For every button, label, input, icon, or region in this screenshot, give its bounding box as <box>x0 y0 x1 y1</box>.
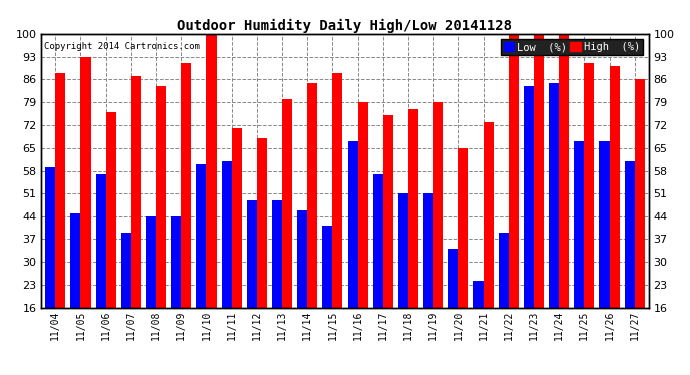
Bar <box>559 34 569 308</box>
Bar <box>45 167 55 308</box>
Bar <box>524 86 534 308</box>
Bar <box>433 102 443 308</box>
Bar <box>247 200 257 308</box>
Bar <box>383 115 393 308</box>
Bar <box>448 249 458 308</box>
Bar <box>423 194 433 308</box>
Legend: Low  (%), High  (%): Low (%), High (%) <box>501 39 643 55</box>
Bar <box>156 86 166 308</box>
Bar <box>348 141 357 308</box>
Text: Copyright 2014 Cartronics.com: Copyright 2014 Cartronics.com <box>44 42 200 51</box>
Bar <box>232 128 241 308</box>
Bar <box>272 200 282 308</box>
Bar <box>146 216 156 308</box>
Bar <box>70 213 81 308</box>
Title: Outdoor Humidity Daily High/Low 20141128: Outdoor Humidity Daily High/Low 20141128 <box>177 18 513 33</box>
Bar <box>171 216 181 308</box>
Bar <box>473 281 484 308</box>
Bar <box>221 161 232 308</box>
Bar <box>55 73 66 308</box>
Bar <box>297 210 307 308</box>
Bar <box>484 122 493 308</box>
Bar <box>121 232 131 308</box>
Bar <box>458 148 469 308</box>
Bar <box>333 73 342 308</box>
Bar <box>600 141 609 308</box>
Bar <box>624 161 635 308</box>
Bar <box>408 109 418 308</box>
Bar <box>282 99 292 308</box>
Bar <box>96 174 106 308</box>
Bar <box>81 57 90 308</box>
Bar <box>357 102 368 308</box>
Bar <box>181 63 191 308</box>
Bar <box>106 112 116 308</box>
Bar <box>509 34 519 308</box>
Bar <box>131 76 141 308</box>
Bar <box>635 80 645 308</box>
Bar <box>534 34 544 308</box>
Bar <box>373 174 383 308</box>
Bar <box>549 82 559 308</box>
Bar <box>322 226 333 308</box>
Bar <box>584 63 594 308</box>
Bar <box>257 138 267 308</box>
Bar <box>307 82 317 308</box>
Bar <box>398 194 408 308</box>
Bar <box>609 66 620 308</box>
Bar <box>574 141 584 308</box>
Bar <box>197 164 206 308</box>
Bar <box>499 232 509 308</box>
Bar <box>206 34 217 308</box>
